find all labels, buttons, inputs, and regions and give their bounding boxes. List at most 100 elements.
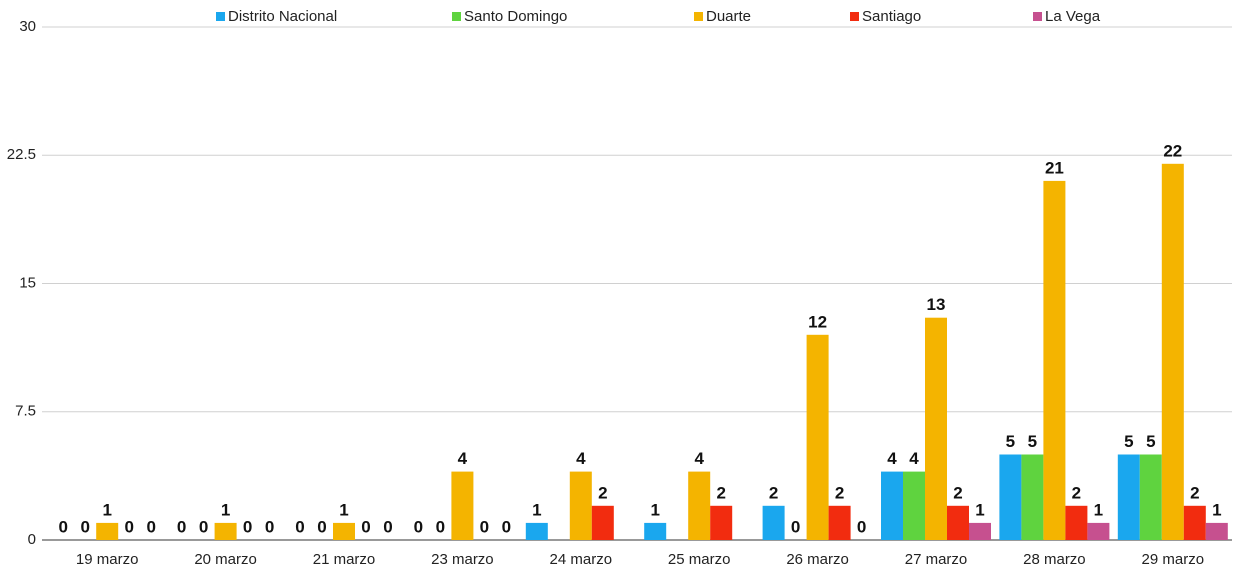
- value-label: 1: [975, 500, 984, 519]
- bar: [451, 471, 474, 540]
- bar: [710, 505, 733, 540]
- value-label: 1: [650, 500, 659, 519]
- value-label: 2: [953, 483, 962, 502]
- bar: [96, 522, 119, 540]
- x-tick-label: 27 marzo: [905, 551, 968, 568]
- bar: [903, 471, 925, 540]
- bar: [1161, 163, 1184, 541]
- value-label: 0: [295, 517, 304, 536]
- value-label: 22: [1163, 141, 1182, 160]
- x-tick-label: 23 marzo: [431, 551, 494, 568]
- value-label: 0: [58, 517, 67, 536]
- legend-swatch: [216, 12, 225, 21]
- y-tick-label: 0: [28, 531, 36, 548]
- value-label: 5: [1006, 432, 1015, 451]
- bar: [881, 471, 903, 540]
- legend-swatch: [850, 12, 859, 21]
- bar: [1183, 505, 1206, 540]
- value-label: 2: [1190, 483, 1199, 502]
- bar: [591, 505, 614, 540]
- legend-label: Santo Domingo: [464, 8, 567, 25]
- value-label: 5: [1146, 432, 1155, 451]
- value-label: 0: [361, 517, 370, 536]
- value-label: 0: [265, 517, 274, 536]
- x-tick-label: 26 marzo: [786, 551, 849, 568]
- value-label: 0: [124, 517, 133, 536]
- value-label: 4: [458, 449, 468, 468]
- value-label: 13: [927, 295, 946, 314]
- value-label: 5: [1028, 432, 1037, 451]
- value-label: 0: [436, 517, 445, 536]
- value-label: 0: [383, 517, 392, 536]
- bar: [333, 522, 355, 540]
- value-label: 0: [480, 517, 489, 536]
- value-label: 4: [694, 449, 704, 468]
- value-label: 0: [317, 517, 326, 536]
- value-label: 0: [791, 517, 800, 536]
- bar: [969, 522, 991, 540]
- value-label: 1: [221, 500, 230, 519]
- value-label: 0: [857, 517, 866, 536]
- x-tick-label: 25 marzo: [668, 551, 731, 568]
- bar: [569, 471, 592, 540]
- x-tick-label: 24 marzo: [550, 551, 613, 568]
- value-label: 12: [808, 312, 827, 331]
- y-tick-label: 22.5: [7, 146, 36, 163]
- y-tick-label: 30: [19, 18, 36, 35]
- value-label: 2: [1072, 483, 1081, 502]
- bar: [644, 522, 667, 540]
- x-tick-label: 20 marzo: [194, 551, 257, 568]
- bar: [925, 317, 947, 540]
- legend-swatch: [694, 12, 703, 21]
- bar: [688, 471, 711, 540]
- value-label: 0: [146, 517, 155, 536]
- bar: [828, 505, 851, 540]
- value-label: 1: [532, 500, 541, 519]
- bar: [806, 334, 829, 540]
- value-label: 1: [1094, 500, 1103, 519]
- value-label: 1: [339, 500, 348, 519]
- bar: [1065, 505, 1088, 540]
- bar: [762, 505, 785, 540]
- bar: [1043, 180, 1066, 540]
- value-label: 2: [598, 483, 607, 502]
- value-label: 2: [769, 483, 778, 502]
- value-label: 2: [835, 483, 844, 502]
- legend-label: La Vega: [1045, 8, 1101, 25]
- bar: [525, 522, 548, 540]
- bar: [1139, 454, 1162, 540]
- x-tick-label: 29 marzo: [1142, 551, 1205, 568]
- bar: [1205, 522, 1228, 540]
- value-label: 1: [1212, 500, 1221, 519]
- bar: [1087, 522, 1110, 540]
- x-tick-label: 21 marzo: [313, 551, 376, 568]
- legend-swatch: [452, 12, 461, 21]
- legend-swatch: [1033, 12, 1042, 21]
- value-label: 0: [243, 517, 252, 536]
- value-label: 0: [80, 517, 89, 536]
- value-label: 1: [102, 500, 111, 519]
- value-label: 5: [1124, 432, 1133, 451]
- bar: [1117, 454, 1140, 540]
- bar: [999, 454, 1022, 540]
- value-label: 0: [199, 517, 208, 536]
- legend-label: Duarte: [706, 8, 751, 25]
- value-label: 0: [177, 517, 186, 536]
- x-tick-label: 28 marzo: [1023, 551, 1086, 568]
- y-tick-label: 7.5: [15, 403, 36, 420]
- bar: [1021, 454, 1044, 540]
- legend-label: Santiago: [862, 8, 921, 25]
- value-label: 21: [1045, 158, 1064, 177]
- bar: [214, 522, 237, 540]
- value-label: 4: [909, 449, 919, 468]
- value-label: 0: [414, 517, 423, 536]
- value-label: 4: [887, 449, 897, 468]
- value-label: 2: [716, 483, 725, 502]
- legend-label: Distrito Nacional: [228, 8, 337, 25]
- value-label: 4: [576, 449, 586, 468]
- bar: [947, 505, 969, 540]
- x-tick-label: 19 marzo: [76, 551, 139, 568]
- y-tick-label: 15: [19, 274, 36, 291]
- value-label: 0: [502, 517, 511, 536]
